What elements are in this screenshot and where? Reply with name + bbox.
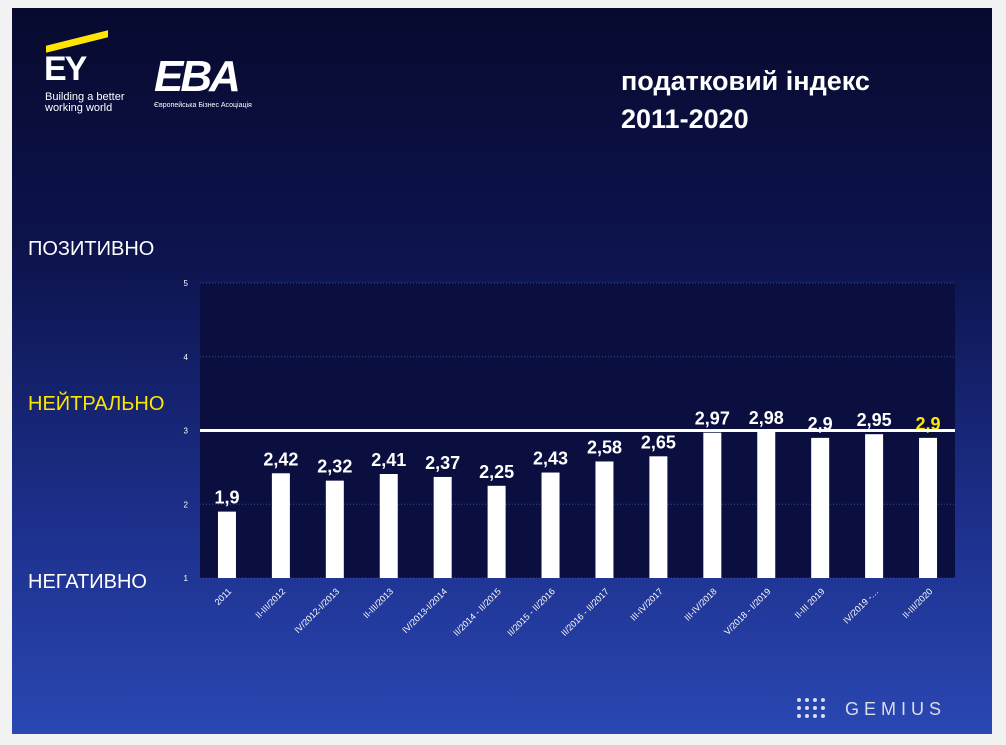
- x-tick-label: IV/2019 -…: [841, 586, 880, 625]
- x-tick-label: V/2018 - I/2019: [722, 586, 773, 637]
- bar-3: [379, 474, 398, 578]
- data-label-10: 2,98: [749, 408, 784, 428]
- x-tick-label: 2011: [213, 586, 234, 607]
- y-tick-label: 3: [184, 427, 189, 436]
- bar-5: [487, 485, 506, 578]
- data-label-1: 2,42: [263, 449, 298, 469]
- gemius-logo-text: GEMIUS: [845, 699, 947, 719]
- x-tick-label: II-III 2019: [793, 586, 827, 620]
- x-tick-label: II-III/2020: [900, 586, 934, 620]
- label-neutral: НЕЙТРАЛЬНО: [28, 393, 165, 415]
- x-tick-label: II/2015 - II/2016: [505, 586, 557, 638]
- data-label-12: 2,95: [857, 410, 892, 430]
- y-tick-label: 1: [184, 574, 189, 583]
- y-tick-label: 4: [184, 353, 189, 362]
- x-tick-label: II/2014 - II/2015: [451, 586, 503, 638]
- x-tick-label: II-III/2012: [253, 586, 287, 620]
- eba-logo: EBA Європейська Бізнес Асоціація: [152, 52, 282, 114]
- bar-13: [919, 437, 938, 578]
- data-label-4: 2,37: [425, 453, 460, 473]
- eba-logo-mark: EBA: [154, 52, 241, 101]
- ey-logo-tagline: Building a better working world: [45, 91, 125, 114]
- bar-4: [433, 476, 452, 578]
- label-negative: НЕГАТИВНО: [28, 571, 147, 593]
- gemius-logo: GEMIUS: [797, 698, 977, 724]
- tax-index-chart: 1 2 3 4 5 1,9 2011 2,42 II-III/2012 2,32 IV/2012-I…: [184, 279, 955, 638]
- slide-title-line1: податковий індекс: [621, 66, 870, 96]
- ey-logo: EY Building a better working world: [44, 24, 144, 124]
- y-tick-label: 2: [184, 500, 189, 509]
- bar-1: [271, 473, 290, 578]
- data-label-2: 2,32: [317, 457, 352, 477]
- x-tick-label: II-III/2013: [361, 586, 395, 620]
- data-label-6: 2,43: [533, 449, 568, 469]
- slide-title-line2: 2011-2020: [621, 104, 749, 134]
- eba-logo-subtitle: Європейська Бізнес Асоціація: [154, 102, 252, 109]
- bar-2: [325, 480, 344, 578]
- bar-12: [865, 434, 884, 578]
- data-label-3: 2,41: [371, 450, 406, 470]
- bar-6: [541, 472, 560, 578]
- data-label-11: 2,9: [808, 414, 833, 434]
- data-label-7: 2,58: [587, 437, 622, 457]
- bar-8: [649, 456, 668, 578]
- label-positive: ПОЗИТИВНО: [28, 238, 155, 260]
- x-tick-label: IV/2012-I/2013: [292, 586, 341, 635]
- x-tick-label: IV/2013-I/2014: [400, 586, 449, 635]
- x-tick-label: III-IV/2018: [682, 586, 718, 622]
- y-tick-label: 5: [184, 279, 189, 288]
- data-label-9: 2,97: [695, 409, 730, 429]
- bar-10: [757, 431, 776, 578]
- ey-logo-mark: EY: [44, 50, 87, 88]
- data-label-13: 2,9: [916, 414, 941, 434]
- x-tick-label: II/2016 - II/2017: [559, 586, 611, 638]
- bar-9: [703, 432, 722, 578]
- slide: EY Building a better working world EBA Є…: [12, 8, 992, 734]
- bar-11: [811, 437, 830, 578]
- data-label-5: 2,25: [479, 462, 514, 482]
- bar-0: [217, 511, 236, 578]
- x-tick-label: III-IV/2017: [628, 586, 664, 622]
- bar-7: [595, 461, 614, 578]
- slide-title: податковий індекс 2011-2020: [621, 62, 870, 138]
- data-label-0: 1,9: [214, 488, 239, 508]
- gemius-dots-icon: [797, 698, 829, 722]
- data-label-8: 2,65: [641, 432, 676, 452]
